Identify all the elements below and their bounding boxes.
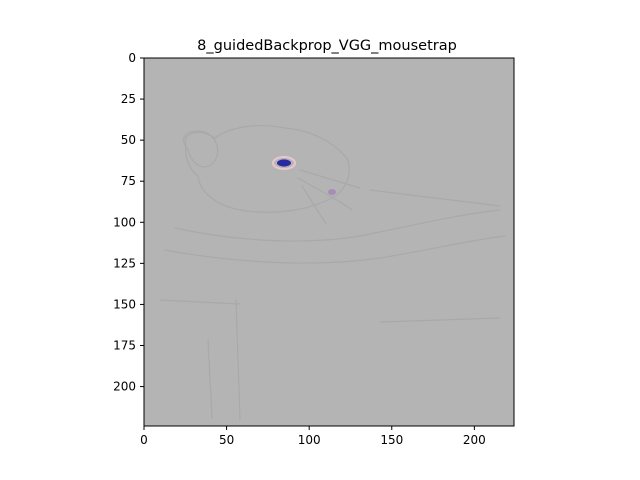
y-tick-label: 125 — [113, 256, 136, 270]
saliency-image — [144, 58, 514, 426]
whisker — [299, 169, 361, 189]
ear-outline — [183, 130, 219, 168]
whisker — [297, 177, 353, 211]
y-tick-label: 200 — [113, 380, 136, 394]
plot-title: 8_guidedBackprop_VGG_mousetrap — [197, 38, 457, 54]
y-tick-label: 25 — [121, 92, 136, 106]
y-tick-label: 0 — [128, 51, 136, 65]
x-tick-label: 0 — [140, 433, 148, 447]
x-tick-label: 100 — [298, 433, 321, 447]
y-tick-label: 175 — [113, 339, 136, 353]
trap-base — [159, 299, 501, 323]
x-tick-label: 150 — [380, 433, 403, 447]
y-tick-label: 100 — [113, 215, 136, 229]
trap-bar — [369, 189, 501, 207]
body-outline — [174, 209, 501, 242]
whisker — [301, 185, 327, 225]
y-tick-label: 150 — [113, 297, 136, 311]
y-tick-label: 75 — [121, 174, 136, 188]
trap-side — [207, 299, 241, 421]
saliency-outline — [159, 125, 506, 421]
eye-highlight — [272, 156, 336, 195]
trap-edge — [164, 235, 506, 264]
x-tick-label: 200 — [463, 433, 486, 447]
plot-frame — [143, 57, 515, 427]
x-axis: 0 50 100 150 200 — [140, 426, 486, 447]
head-outline — [184, 125, 350, 213]
x-tick-label: 50 — [219, 433, 234, 447]
y-axis: 0 25 50 75 100 125 150 175 200 — [113, 51, 144, 394]
y-tick-label: 50 — [121, 133, 136, 147]
